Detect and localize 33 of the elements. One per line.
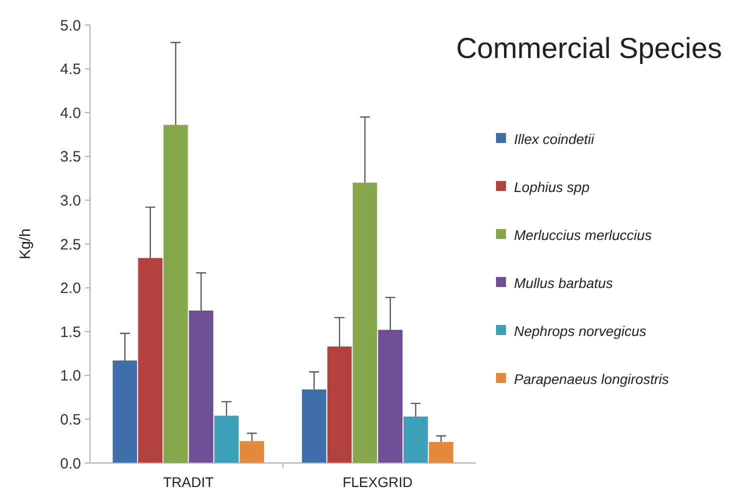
text: Commercial Species [456,33,722,65]
bar [404,416,428,463]
y-tick-label: 1.5 [60,324,81,341]
y-tick-label: 3.0 [60,192,81,210]
x-tick-label: FLEXGRID [342,474,413,490]
bar [240,441,264,463]
bar [378,330,402,463]
bar [112,360,138,463]
bar [188,310,214,463]
y-tick-label: 4.5 [60,61,81,78]
y-axis-title: Kg/h [17,228,34,260]
y-tick-label: 4.0 [60,104,81,122]
bar [214,416,239,463]
legend-label: Mullus barbatus [514,274,613,291]
legend-label: Lophius spp [514,178,590,195]
y-tick-label: 0.5 [60,411,81,428]
bar [138,258,162,463]
y-tick-label: 1.0 [60,368,81,385]
bar [164,124,188,463]
y-tick-label: 0.0 [60,455,81,472]
legend-label: Illex coindetii [514,130,596,147]
bar [327,346,352,463]
legend-label: Parapenaeus longirostris [514,370,669,387]
bar [302,389,326,463]
legend-label: Merluccius merluccius [514,226,652,243]
y-tick-label: 3.5 [60,148,81,166]
bar [352,182,378,463]
bar [428,442,454,463]
x-tick-label: TRADIT [163,474,214,490]
y-tick-label: 2.5 [60,236,81,254]
legend-label: Nephrops norvegicus [514,322,646,339]
y-tick-label: 2.0 [60,280,81,298]
y-tick-label: 5.0 [60,17,81,34]
